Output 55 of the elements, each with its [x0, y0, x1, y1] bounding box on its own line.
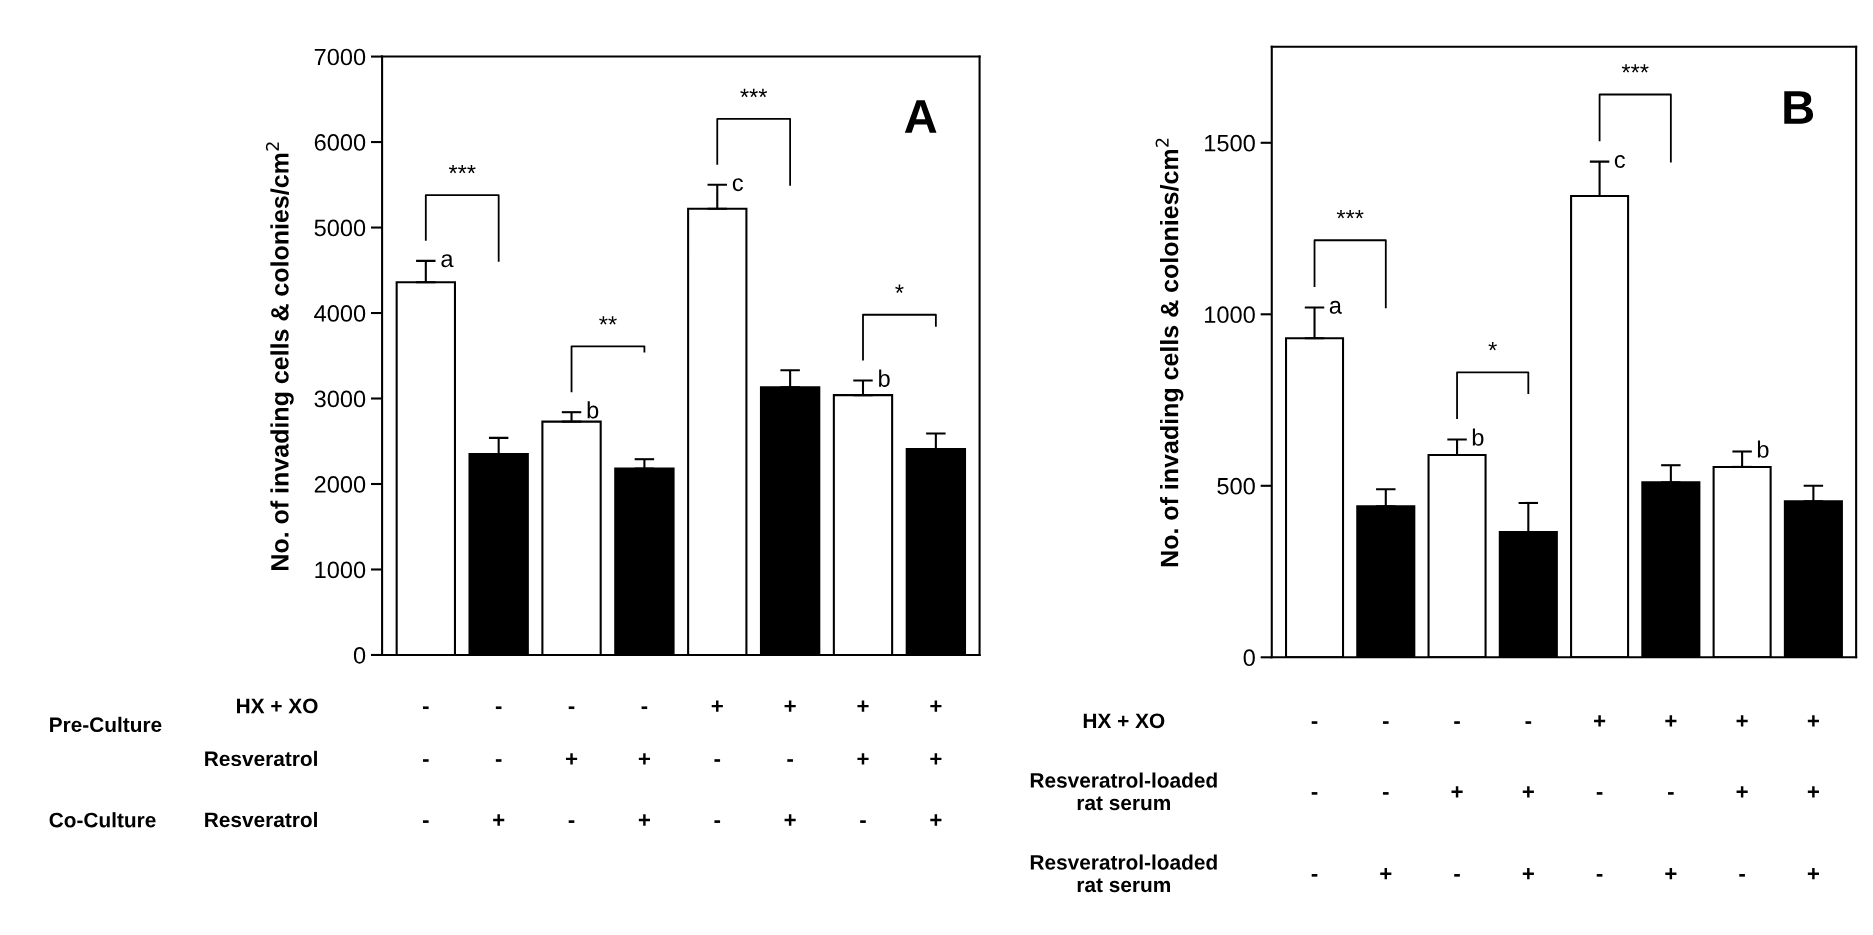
annotation: *	[1488, 342, 1497, 351]
y-tick-label: 1000	[1205, 306, 1255, 324]
annotation: a	[1329, 300, 1342, 314]
text: HX + XO	[1083, 713, 1165, 729]
category-label: + - +	[1665, 715, 1677, 880]
annotation: ***	[1621, 64, 1649, 73]
category-label: + + +	[930, 700, 942, 826]
text: Resveratrol	[205, 750, 317, 767]
annotation: **	[599, 316, 617, 325]
annotation: *	[895, 284, 904, 293]
text: Resveratrol-loaded rat serum	[1030, 772, 1217, 811]
category-label: - - -	[1311, 721, 1318, 877]
category-label: + + -	[1736, 715, 1748, 877]
y-tick-label: 6000	[314, 134, 366, 151]
category-label: - + -	[565, 706, 578, 823]
annotation: ***	[740, 88, 768, 98]
category-label: + - +	[784, 700, 796, 826]
text: HX + XO	[237, 698, 318, 714]
category-label: - - -	[422, 706, 429, 823]
annotation: A	[904, 100, 937, 133]
text: Resveratrol	[205, 811, 317, 828]
category-label: + - -	[711, 700, 723, 823]
y-tick-label: 0	[353, 647, 366, 664]
category-label: + - -	[1594, 715, 1606, 877]
text: Co-Culture	[49, 812, 156, 828]
category-label: - - +	[493, 706, 505, 826]
category-label: - + -	[1451, 721, 1463, 877]
y-tick-label: 3000	[314, 390, 366, 408]
y-tick-label: 1000	[315, 561, 366, 579]
y-axis-title: No. of invading cells & colonies/cm$^{2}$	[265, 142, 294, 570]
y-tick-label: 0	[1243, 649, 1255, 667]
category-label: - - +	[1380, 721, 1392, 880]
y-tick-label: 4000	[314, 305, 366, 322]
y-tick-label: 2000	[314, 476, 366, 493]
annotation: ***	[1336, 209, 1364, 219]
annotation: b	[879, 369, 890, 387]
annotation: b	[587, 401, 599, 419]
annotation: c	[1614, 155, 1626, 168]
y-tick-label: 7000	[314, 48, 366, 66]
y-tick-label: 5000	[314, 219, 366, 237]
category-label: - + +	[1522, 721, 1534, 880]
text: Pre-Culture	[50, 716, 162, 733]
y-axis-title: No. of invading cells & colonies/cm$^{2}$	[1155, 138, 1184, 567]
annotation: b	[1757, 440, 1769, 458]
annotation: ***	[448, 164, 476, 174]
annotation: c	[732, 178, 744, 192]
category-label: + + +	[1807, 715, 1819, 880]
annotation: B	[1784, 91, 1814, 124]
y-tick-label: 1500	[1205, 134, 1255, 152]
category-label: + + -	[857, 700, 869, 823]
text: Resveratrol-loaded rat serum	[1030, 854, 1217, 893]
annotation: a	[441, 254, 454, 268]
category-label: - + +	[638, 706, 650, 826]
annotation: b	[1472, 428, 1484, 446]
y-tick-label: 500	[1217, 477, 1255, 495]
